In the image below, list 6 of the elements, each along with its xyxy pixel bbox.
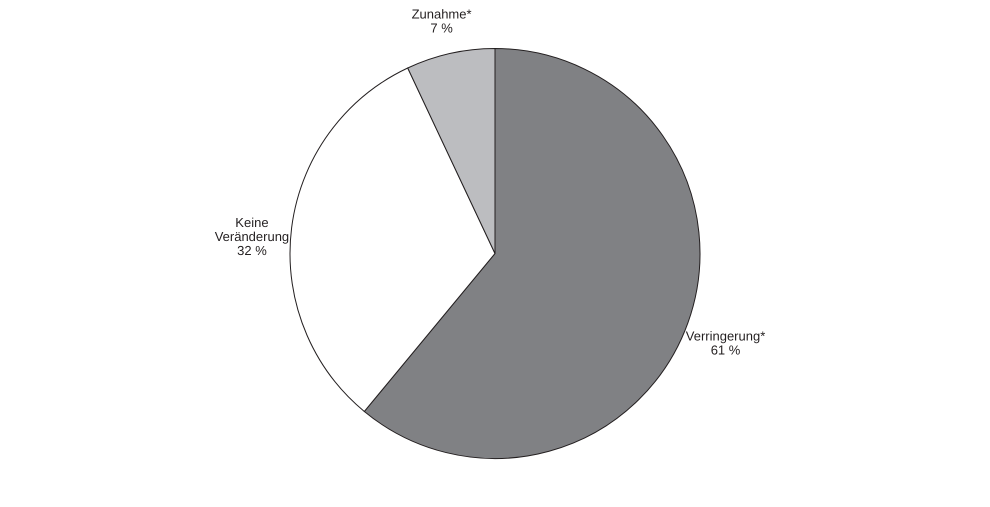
slice-label: Zunahme* xyxy=(412,6,472,22)
slice-label: Keine Veränderung xyxy=(214,214,290,244)
data-label: 61 % xyxy=(710,342,741,358)
data-label: 7 % xyxy=(430,20,454,36)
slice-label: Verringerung* xyxy=(686,328,766,344)
data-label: 32 % xyxy=(237,242,268,258)
